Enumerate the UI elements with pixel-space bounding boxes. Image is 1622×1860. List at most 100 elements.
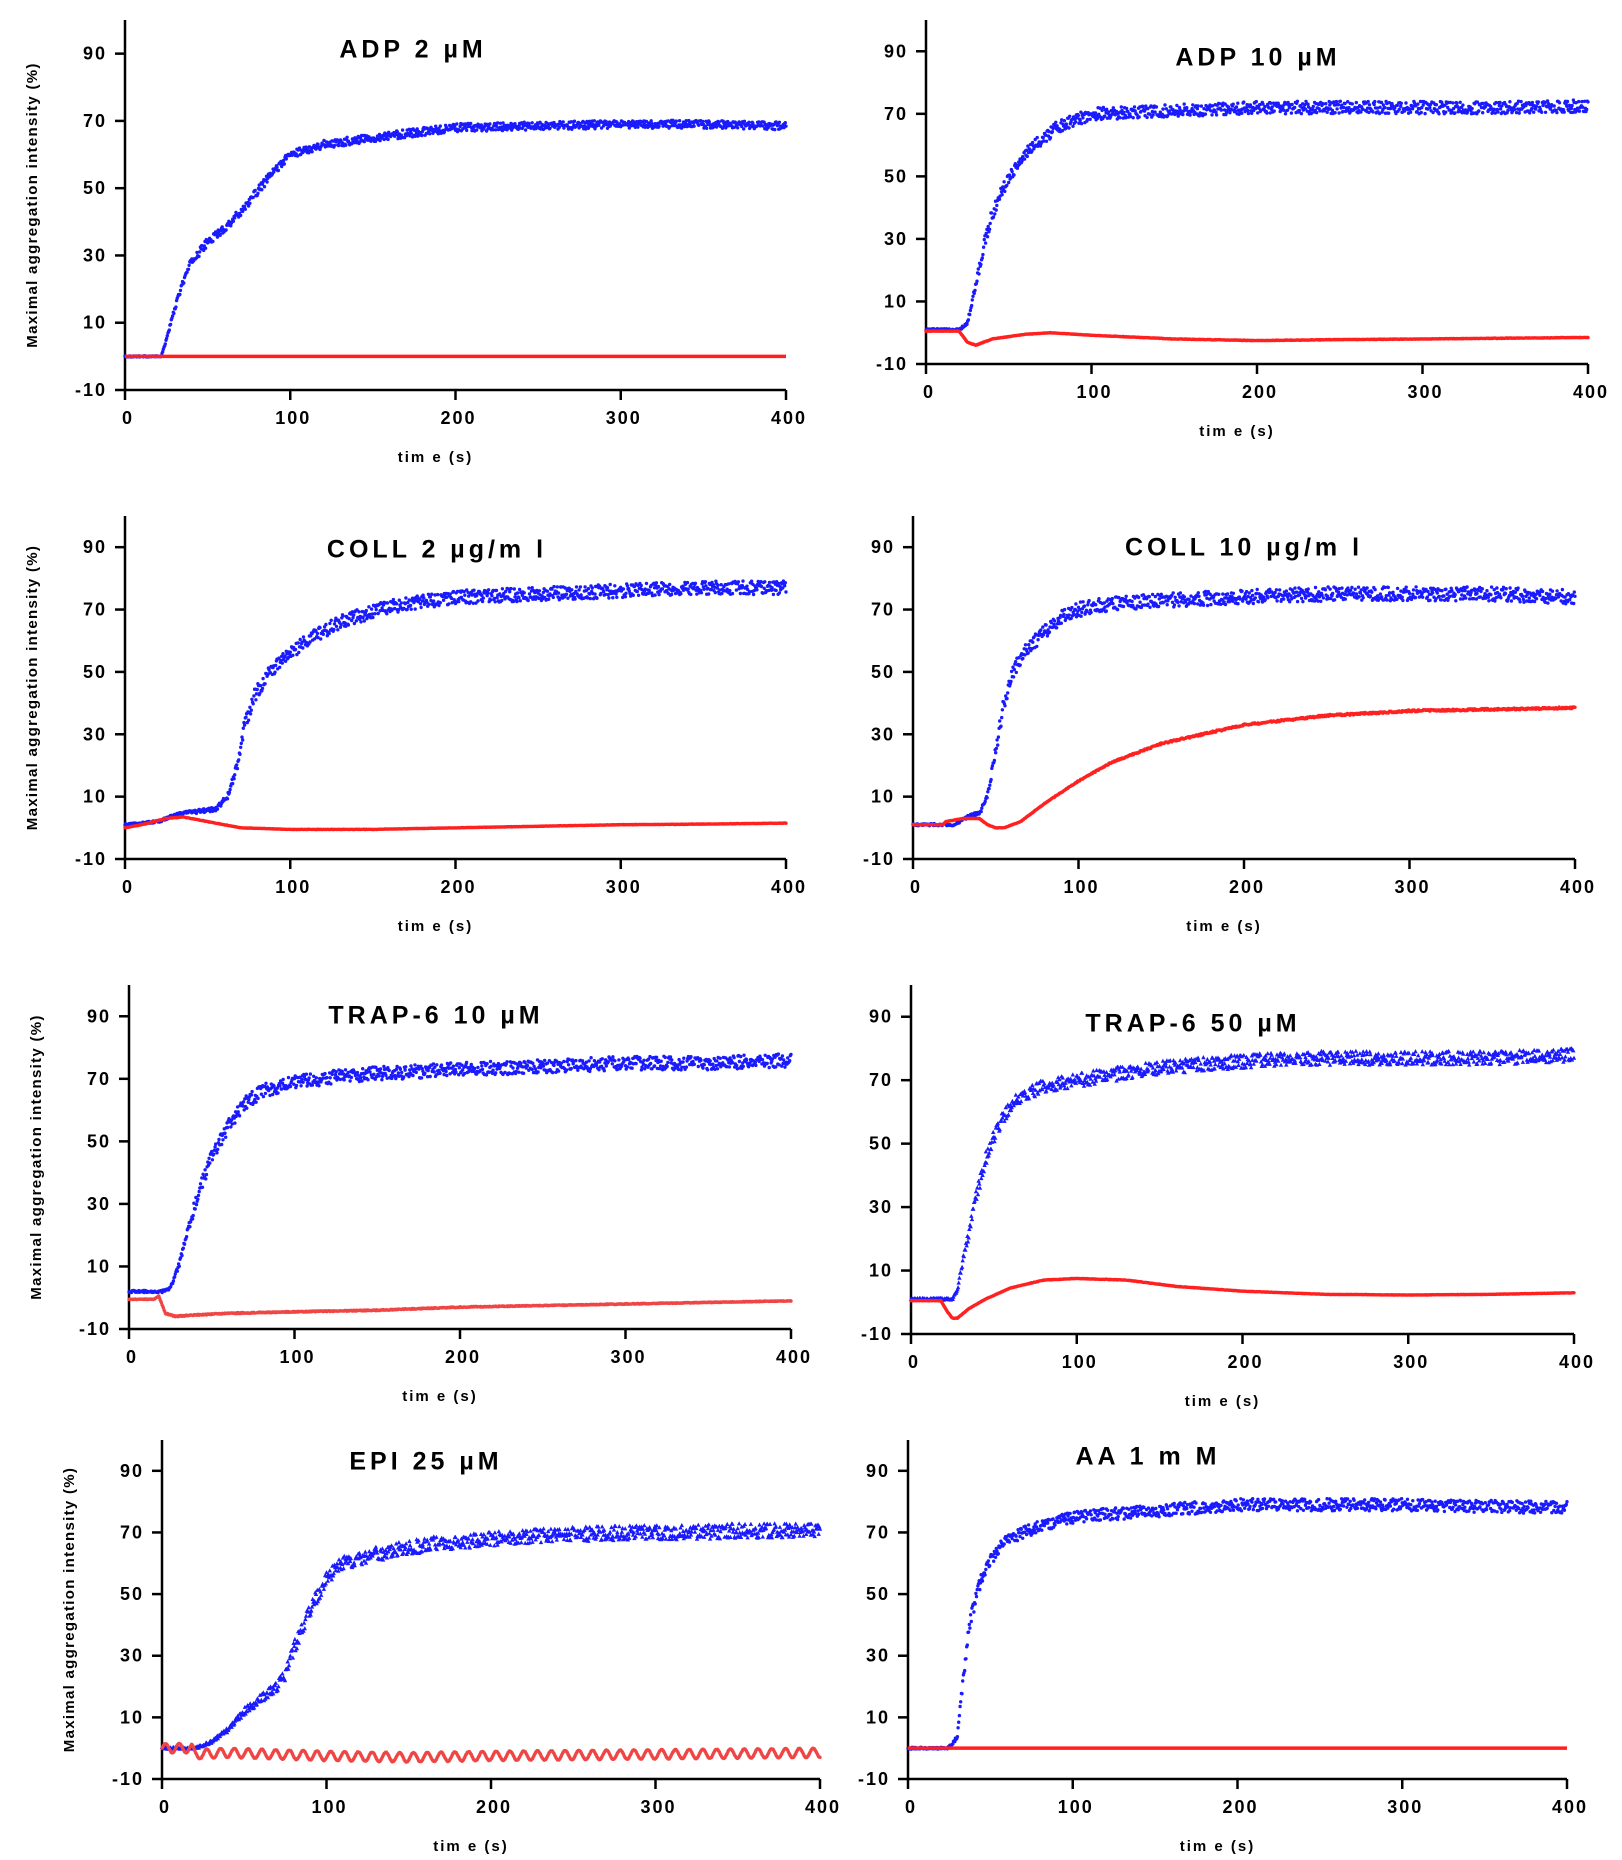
chart-title: ADP 2 µM	[339, 36, 486, 64]
series-markers	[127, 1052, 793, 1295]
x-tick-label: 100	[1058, 1797, 1094, 1817]
series-red	[123, 815, 788, 832]
y-tick-label: 10	[83, 787, 107, 807]
series-markers	[906, 1497, 1569, 1751]
y-tick-label: -10	[75, 849, 107, 869]
y-tick-label: 50	[871, 662, 895, 682]
series-blue	[911, 585, 1577, 828]
x-tick-label: 100	[1063, 877, 1099, 897]
x-tick-label: 0	[159, 1797, 171, 1817]
y-tick-label: 10	[87, 1256, 111, 1276]
y-tick-label: 90	[884, 41, 908, 61]
y-tick-label: 90	[83, 537, 107, 557]
chart-panel: ADP 10 µM -10 10 30 50 70 90 0 100 200 300 400 tim e…	[876, 20, 1609, 440]
y-tick-label: 70	[884, 104, 908, 124]
x-tick-label: 400	[1552, 1797, 1588, 1817]
series-markers	[924, 98, 1590, 333]
y-axis-label: Maximal aggregation intensity (%)	[24, 62, 41, 347]
series-red	[160, 1741, 822, 1764]
y-tick-label: 30	[884, 229, 908, 249]
y-tick-label: 10	[869, 1261, 893, 1281]
series-markers	[911, 705, 1577, 830]
x-tick-label: 300	[606, 408, 642, 428]
x-tick-label: 100	[311, 1797, 347, 1817]
y-tick-label: 50	[87, 1131, 111, 1151]
chart-title: COLL 10 µg/m l	[1125, 534, 1363, 562]
series-blue	[127, 1052, 793, 1295]
chart-panel: TRAP-6 50 µM -10 10 30 50 70 90 0 100 200 300 400 ti…	[861, 985, 1595, 1410]
series-blue	[123, 579, 788, 827]
series-markers	[924, 329, 1590, 347]
series-markers	[123, 815, 788, 832]
y-tick-label: 90	[83, 44, 107, 64]
y-tick-label: 70	[83, 111, 107, 131]
x-tick-label: 400	[771, 408, 807, 428]
chart-title: COLL 2 µg/m l	[327, 536, 547, 564]
y-tick-label: 30	[866, 1646, 890, 1666]
y-tick-label: 10	[83, 313, 107, 333]
series-blue	[906, 1497, 1569, 1751]
x-tick-label: 200	[1242, 382, 1278, 402]
x-tick-label: 400	[1573, 382, 1609, 402]
x-tick-label: 100	[275, 877, 311, 897]
series-markers	[127, 1294, 793, 1319]
x-axis-label: tim e (s)	[433, 1838, 509, 1855]
x-tick-label: 300	[1387, 1797, 1423, 1817]
y-tick-label: 30	[83, 724, 107, 744]
x-tick-label: 300	[1394, 877, 1430, 897]
series-markers	[909, 1276, 1576, 1321]
y-tick-label: -10	[79, 1319, 111, 1339]
y-tick-label: 90	[87, 1006, 111, 1026]
x-axis-label: tim e (s)	[398, 918, 474, 935]
series-blue	[924, 98, 1590, 333]
x-tick-label: 200	[445, 1347, 481, 1367]
y-tick-label: 50	[83, 178, 107, 198]
y-tick-label: 50	[869, 1134, 893, 1154]
y-tick-label: 70	[120, 1522, 144, 1542]
chart-panel: TRAP-6 10 µM -10 10 30 50 70 90 0 100 200 300 400 ti…	[28, 985, 812, 1405]
y-axis-label: Maximal aggregation intensity (%)	[61, 1467, 78, 1752]
x-tick-label: 200	[440, 408, 476, 428]
chart-panel: COLL 2 µg/m l -10 10 30 50 70 90 0 100 200 300 400 t…	[24, 516, 807, 935]
x-tick-label: 0	[126, 1347, 138, 1367]
y-axis-label: Maximal aggregation intensity (%)	[28, 1014, 45, 1299]
chart-panel: AA 1 m M -10 10 30 50 70 90 0 100 200 300 400 tim e …	[858, 1440, 1588, 1855]
y-tick-label: 90	[120, 1461, 144, 1481]
chart-panel: ADP 2 µM -10 10 30 50 70 90 0 100 200 300 400 tim e …	[24, 20, 807, 466]
x-tick-label: 400	[1560, 877, 1596, 897]
y-tick-label: 70	[866, 1522, 890, 1542]
x-tick-label: 0	[122, 877, 134, 897]
x-tick-label: 200	[440, 877, 476, 897]
series-blue	[159, 1521, 823, 1751]
chart-title: AA 1 m M	[1076, 1443, 1221, 1471]
x-tick-label: 400	[776, 1347, 812, 1367]
y-tick-label: 70	[83, 600, 107, 620]
y-tick-label: -10	[858, 1769, 890, 1789]
y-tick-label: -10	[876, 354, 908, 374]
x-axis-label: tim e (s)	[1186, 918, 1262, 935]
x-tick-label: 300	[610, 1347, 646, 1367]
y-tick-label: 30	[87, 1194, 111, 1214]
y-tick-label: -10	[863, 849, 895, 869]
y-tick-label: -10	[112, 1769, 144, 1789]
x-tick-label: 400	[1559, 1352, 1595, 1372]
series-markers	[123, 118, 788, 359]
y-tick-label: 50	[884, 166, 908, 186]
x-tick-label: 0	[908, 1352, 920, 1372]
chart-panel: COLL 10 µg/m l -10 10 30 50 70 90 0 100 200 300 400…	[863, 516, 1596, 935]
y-tick-label: -10	[861, 1324, 893, 1344]
chart-panel: EPI 25 µM -10 10 30 50 70 90 0 100 200 300 400 tim e…	[61, 1440, 839, 1855]
y-tick-label: 30	[83, 245, 107, 265]
chart-title: ADP 10 µM	[1175, 44, 1340, 72]
y-tick-label: 90	[871, 537, 895, 557]
x-tick-label: 0	[905, 1797, 917, 1817]
x-tick-label: 300	[1407, 382, 1443, 402]
series-markers	[908, 1046, 1577, 1302]
series-red	[909, 1276, 1576, 1321]
x-tick-label: 400	[771, 877, 807, 897]
y-tick-label: 10	[120, 1707, 144, 1727]
y-axis-label: Maximal aggregation intensity (%)	[24, 545, 41, 830]
chart-title: EPI 25 µM	[349, 1448, 502, 1476]
x-tick-label: 200	[476, 1797, 512, 1817]
series-blue	[908, 1046, 1577, 1302]
